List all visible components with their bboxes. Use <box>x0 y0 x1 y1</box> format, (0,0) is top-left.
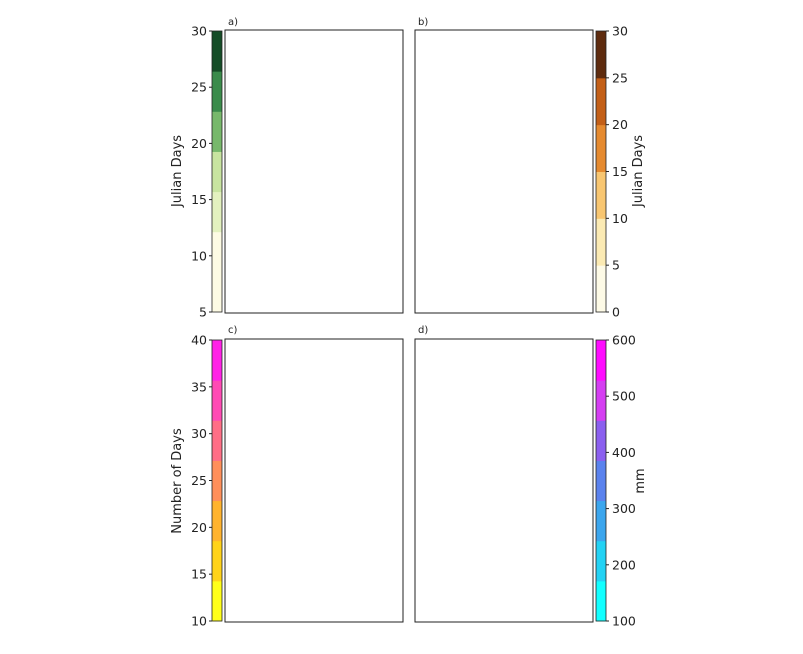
panel-b-frame <box>414 29 594 314</box>
panel-a-frame <box>224 29 404 314</box>
panel-c-frame <box>224 338 404 623</box>
panel-d-frame <box>414 338 594 623</box>
